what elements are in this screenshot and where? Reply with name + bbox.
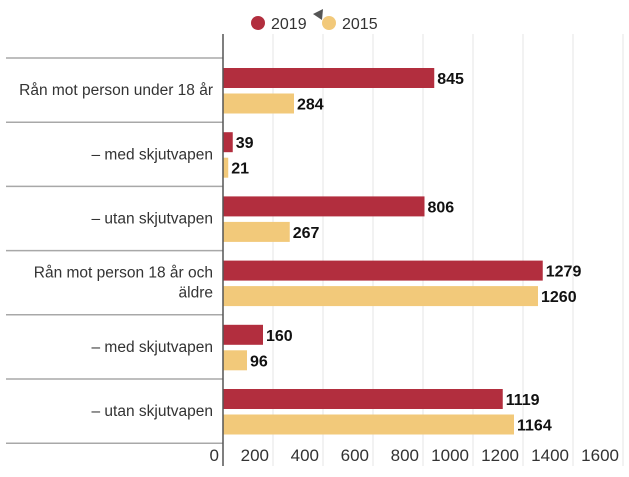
x-tick-label: 1400 [531,446,569,465]
data-label-2019: 806 [428,199,455,216]
data-label-2015: 284 [297,97,324,114]
x-tick-label: 1000 [431,446,469,465]
bar-2019 [223,260,543,281]
category-label: – med skjutvapen [92,339,214,356]
bar-2015 [223,157,229,178]
bar-2015 [223,221,290,242]
legend-marker-2015 [322,16,336,30]
data-label-2019: 39 [236,135,254,152]
legend-marker-2019 [251,16,265,30]
category-label: – utan skjutvapen [91,403,213,420]
category-label: Rån mot person 18 år och [34,265,213,282]
legend-label-2019: 2019 [271,16,307,33]
cursor-arrow-icon [313,9,323,20]
bar-2015 [223,286,538,307]
data-label-2015: 1260 [541,289,577,306]
data-label-2019: 160 [266,328,293,345]
bar-2019 [223,324,263,345]
data-label-2019: 1279 [546,264,582,281]
data-label-2019: 845 [437,71,464,88]
x-tick-label: 200 [241,446,269,465]
bar-2015 [223,414,514,435]
x-tick-label: 1600 [581,446,619,465]
x-tick-label: 800 [391,446,419,465]
category-label: – med skjutvapen [92,146,214,163]
data-label-2015: 21 [231,161,249,178]
bar-2019 [223,196,425,217]
x-tick-label: 400 [291,446,319,465]
x-tick-label: 0 [210,446,219,465]
category-label: Rån mot person under 18 år [19,82,213,99]
data-label-2015: 96 [250,353,268,370]
data-label-2015: 1164 [517,418,552,435]
x-tick-label: 600 [341,446,369,465]
bar-2015 [223,350,247,371]
data-label-2019: 1119 [506,392,540,409]
legend-label-2015: 2015 [342,16,378,33]
bar-2019 [223,132,233,153]
bar-2015 [223,93,294,114]
bar-2019 [223,389,503,409]
category-label: – utan skjutvapen [91,211,213,228]
bar-2019 [223,68,435,88]
category-label: äldre [179,285,213,302]
data-label-2015: 267 [293,225,320,242]
x-tick-label: 1200 [481,446,519,465]
